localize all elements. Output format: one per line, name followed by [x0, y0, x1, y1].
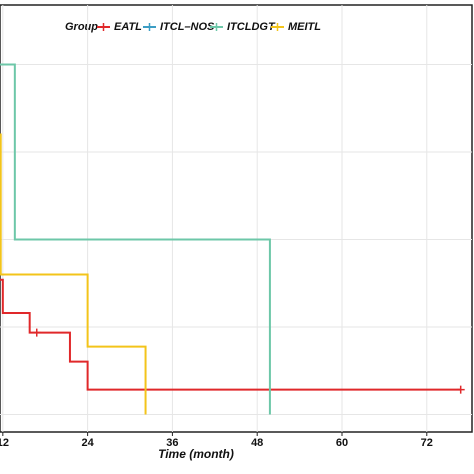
x-axis-title: Time (month)	[158, 447, 234, 461]
x-tick-label: 72	[421, 437, 433, 449]
legend-title: Group	[65, 21, 98, 33]
legend-marker	[273, 23, 282, 31]
x-tick-label: 12	[0, 437, 9, 449]
survival-curve	[0, 133, 147, 415]
legend-label: EATL	[114, 21, 142, 33]
x-tick-label: 24	[81, 437, 94, 449]
x-tick-label: 60	[336, 437, 348, 449]
legend-label: ITCLDGT	[227, 21, 276, 33]
x-tick-label: 48	[251, 437, 263, 449]
censor-mark	[32, 328, 41, 337]
legend-label: ITCL–NOS	[160, 21, 215, 33]
plot-panel	[0, 4, 473, 433]
x-tick-label: 36	[166, 437, 178, 449]
censor-mark	[456, 385, 465, 394]
survival-curve	[0, 278, 461, 391]
survival-curve	[0, 63, 271, 415]
legend-label: MEITL	[288, 21, 321, 33]
legend-marker	[99, 23, 108, 31]
legend-marker	[212, 23, 221, 31]
legend-marker	[145, 23, 154, 31]
